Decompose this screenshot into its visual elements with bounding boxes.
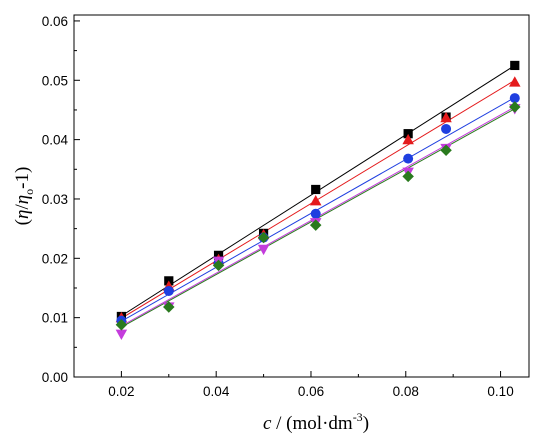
axis-ticks: 0.02 0.04 0.06 0.08 0.10 0.00 0.01 0.02 0.03 0.04… <box>42 14 514 399</box>
data-point-series-5 <box>257 231 270 244</box>
data-point-series-5 <box>309 219 322 231</box>
y-axis-label: (η/ηo-1) <box>12 167 36 226</box>
data-point-series-3 <box>163 285 174 296</box>
y-tick-label: 0.04 <box>42 133 69 148</box>
y-tick-label: 0.06 <box>42 14 68 29</box>
plot-frame <box>73 14 530 378</box>
data-point-series-2 <box>440 111 452 123</box>
data-point-series-3 <box>403 153 414 164</box>
y-tick-label: 0.01 <box>42 311 68 326</box>
y-tick-label: 0.02 <box>42 251 68 266</box>
data-point-series-5 <box>212 259 225 272</box>
fit-line-series-3 <box>121 97 516 322</box>
data-point-series-1 <box>510 60 520 71</box>
data-point-series-5 <box>440 144 452 157</box>
y-tick-label: 0.03 <box>42 192 68 207</box>
x-axis-label: c / (mol·dm-3) <box>263 410 369 434</box>
data-point-series-2 <box>509 76 521 87</box>
data-point-series-1 <box>403 129 413 139</box>
y-tick-label: 0.05 <box>42 73 68 88</box>
data-point-series-3 <box>441 123 452 134</box>
x-tick-label: 0.06 <box>298 384 324 399</box>
data-point-series-1 <box>311 184 321 195</box>
data-point-series-5 <box>115 319 128 331</box>
data-points <box>115 60 521 341</box>
data-point-series-4 <box>257 244 270 256</box>
fit-lines <box>121 65 516 328</box>
x-tick-label: 0.04 <box>203 384 230 399</box>
x-tick-label: 0.08 <box>393 384 419 399</box>
y-tick-label: 0.00 <box>42 370 68 385</box>
data-point-series-5 <box>509 101 521 113</box>
x-tick-label: 0.02 <box>108 384 134 399</box>
data-point-series-4 <box>115 329 128 341</box>
x-tick-label: 0.10 <box>487 384 513 399</box>
data-point-series-3 <box>509 93 520 104</box>
data-point-series-2 <box>402 133 414 145</box>
data-point-series-5 <box>163 301 175 313</box>
data-point-series-5 <box>402 170 414 183</box>
data-point-series-2 <box>309 194 322 206</box>
data-point-series-3 <box>310 208 321 219</box>
